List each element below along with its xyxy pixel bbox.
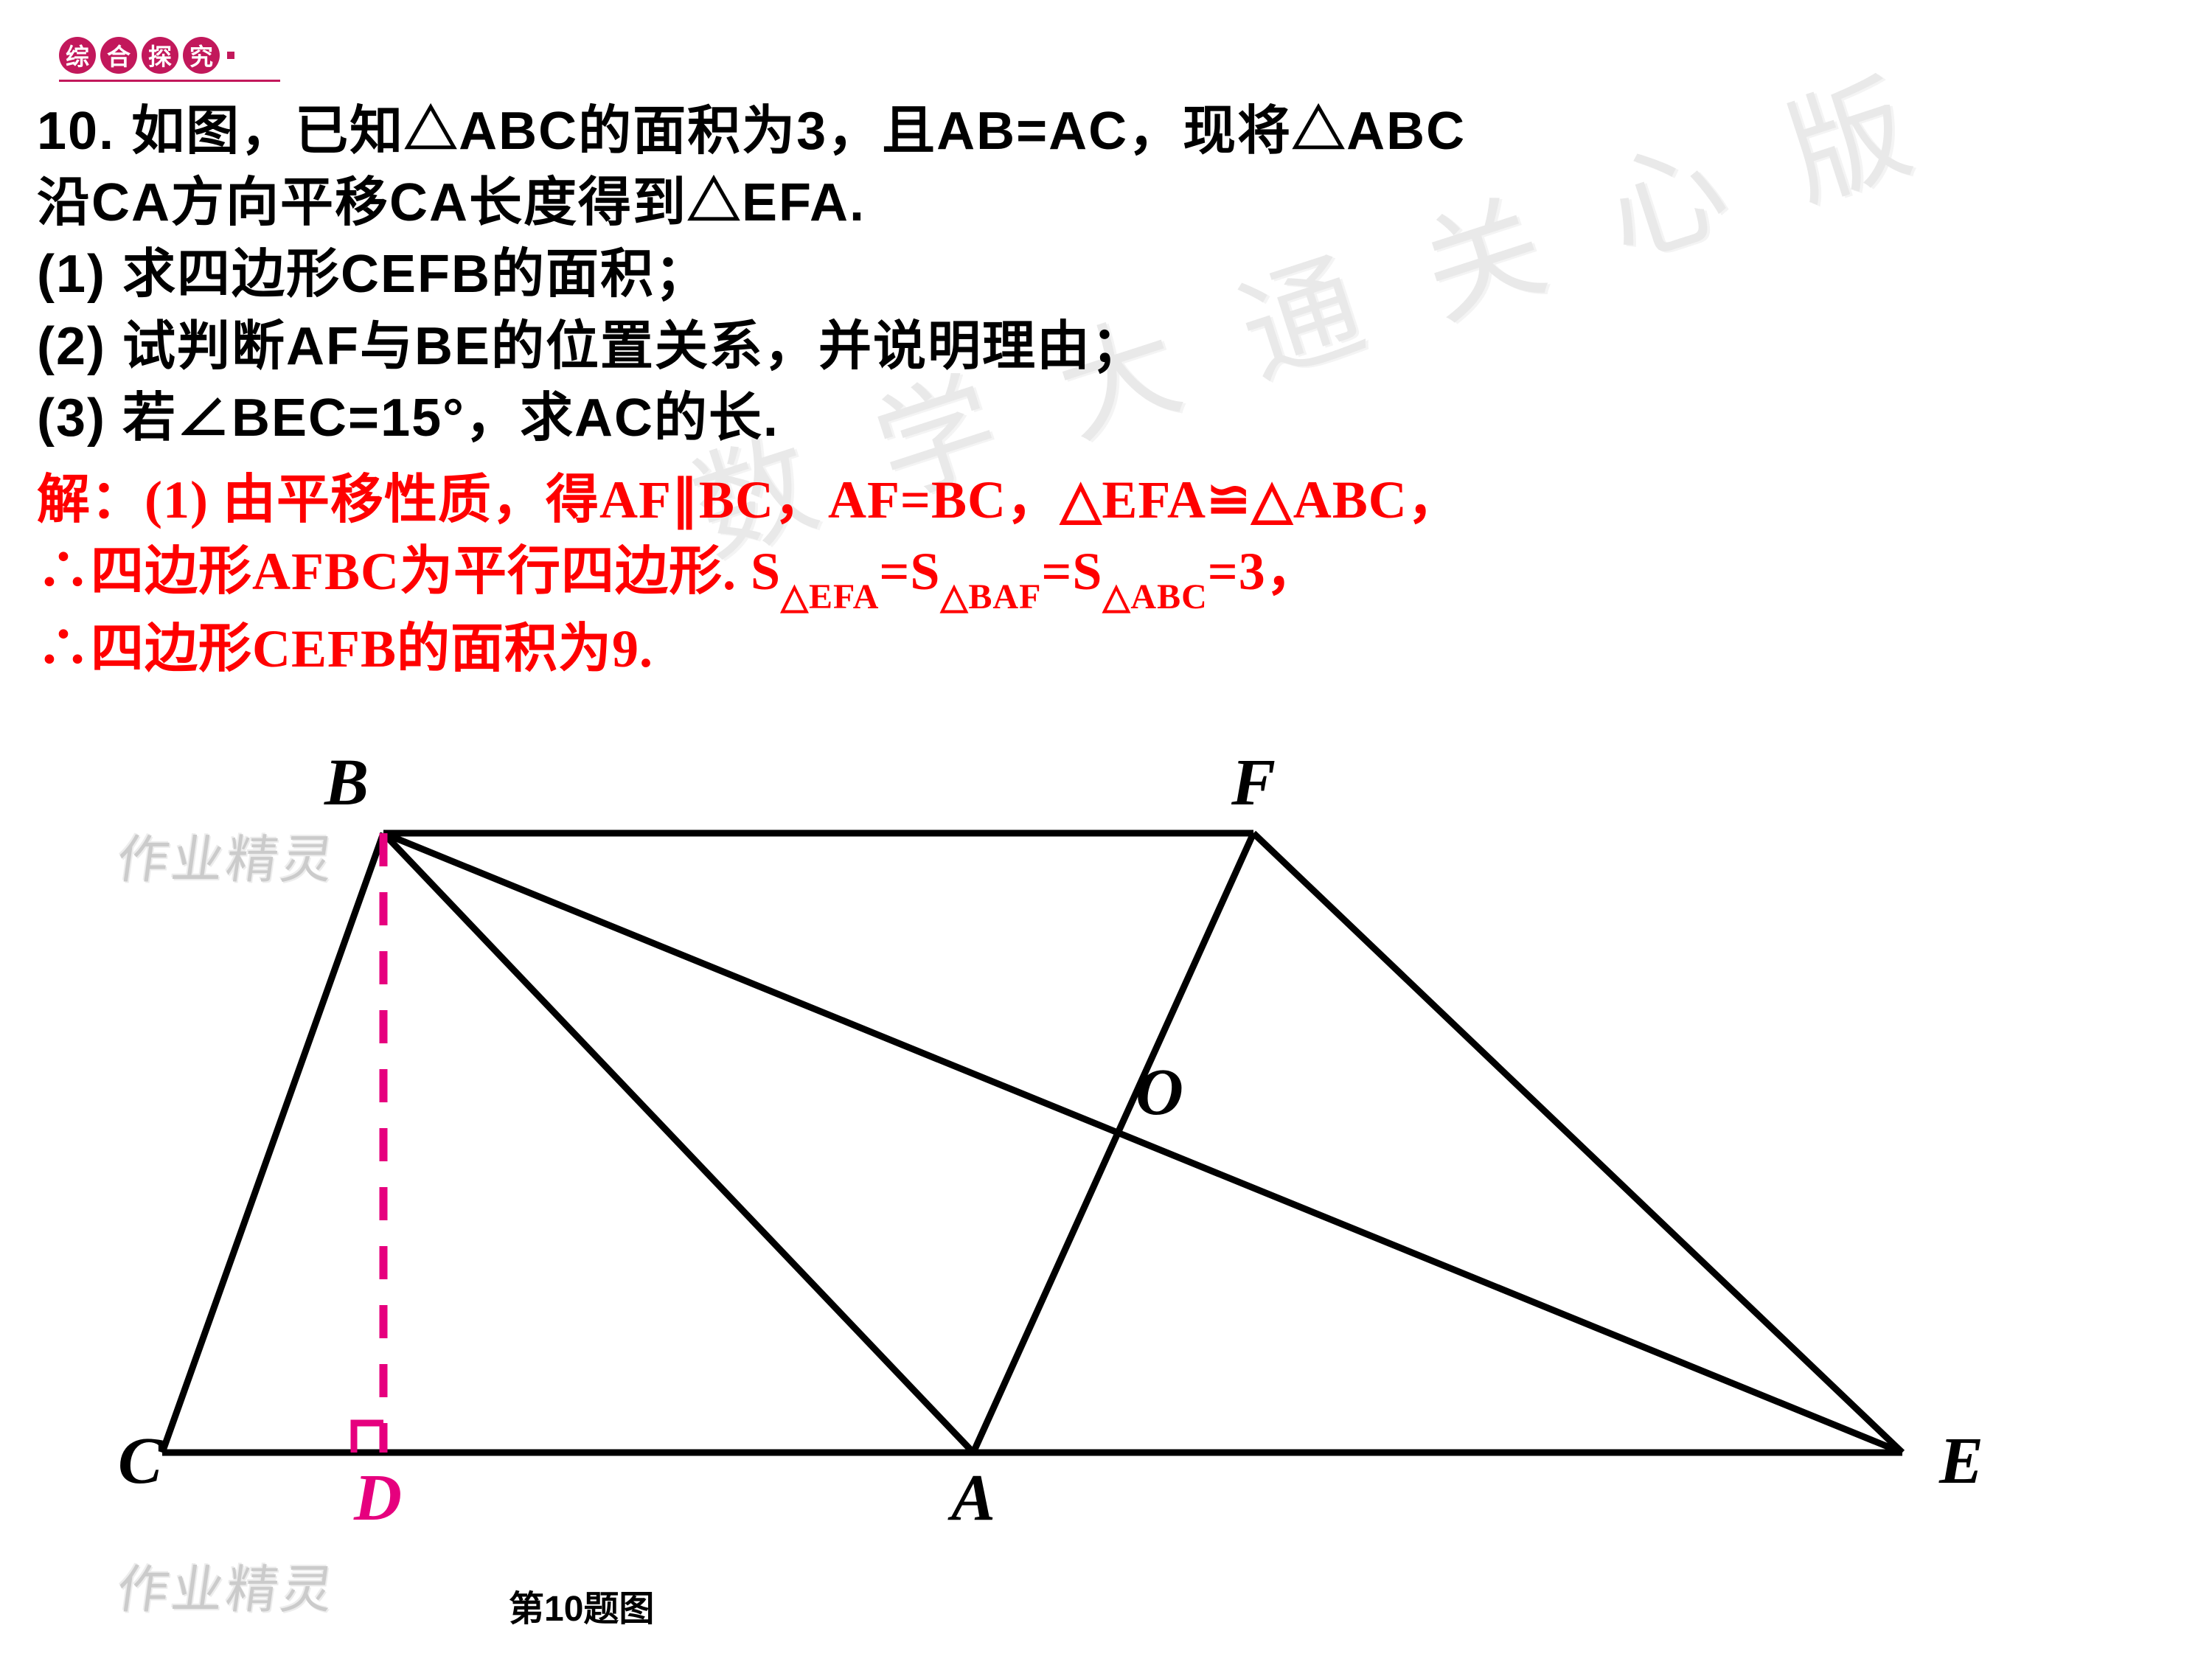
watermark-2: 作业精灵 bbox=[113, 1548, 341, 1623]
sol-sub3: △ABC bbox=[1102, 577, 1207, 616]
label-A: A bbox=[951, 1460, 995, 1536]
sol-sub2: △BAF bbox=[940, 577, 1041, 616]
label-E: E bbox=[1939, 1423, 1983, 1499]
sol-end: =3， bbox=[1208, 542, 1320, 601]
sol-eq2: =S bbox=[1041, 542, 1102, 601]
right-angle-D bbox=[354, 1423, 383, 1453]
label-B: B bbox=[324, 745, 369, 821]
sol-eq1: =S bbox=[879, 542, 940, 601]
line-BA bbox=[383, 833, 973, 1453]
geometry-diagram: B F C D A E O bbox=[103, 737, 2094, 1548]
badge-char-2: 合 bbox=[100, 37, 137, 74]
badge-underline bbox=[59, 80, 280, 82]
watermark-1: 作业精灵 bbox=[113, 818, 341, 893]
problem-q3: (3) 若∠BEC=15°，求AC的长. bbox=[37, 383, 2175, 454]
line-BC bbox=[162, 833, 383, 1453]
solution-line2: ∴四边形AFBC为平行四边形. S△EFA=S△BAF=S△ABC=3， bbox=[37, 536, 2175, 613]
problem-line2: 沿CA方向平移CA长度得到△EFA. bbox=[37, 167, 2175, 239]
line-EF bbox=[1253, 833, 1902, 1453]
section-badge: 综 合 探 究 bbox=[59, 37, 234, 74]
label-F: F bbox=[1231, 745, 1276, 821]
line-AF bbox=[973, 833, 1253, 1453]
problem-q2: (2) 试判断AF与BE的位置关系，并说明理由； bbox=[37, 311, 2175, 383]
solution-line3: ∴四边形CEFB的面积为9. bbox=[37, 613, 2175, 685]
label-D: D bbox=[354, 1460, 402, 1536]
badge-tail bbox=[227, 52, 234, 59]
label-O: O bbox=[1135, 1054, 1183, 1130]
problem-q1: (1) 求四边形CEFB的面积； bbox=[37, 239, 2175, 310]
sol-sub1: △EFA bbox=[781, 577, 879, 616]
figure-caption: 第10题图 bbox=[509, 1579, 654, 1631]
label-C: C bbox=[118, 1423, 162, 1499]
solution-line1: 解：(1) 由平移性质，得AF∥BC，AF=BC，△EFA≌△ABC， bbox=[37, 465, 2175, 536]
badge-char-4: 究 bbox=[183, 37, 220, 74]
solution-text: 解：(1) 由平移性质，得AF∥BC，AF=BC，△EFA≌△ABC， ∴四边形… bbox=[37, 465, 2175, 686]
badge-char-3: 探 bbox=[142, 37, 178, 74]
problem-text: 10. 如图，已知△ABC的面积为3，且AB=AC，现将△ABC 沿CA方向平移… bbox=[37, 96, 2175, 454]
problem-line1: 10. 如图，已知△ABC的面积为3，且AB=AC，现将△ABC bbox=[37, 96, 2175, 167]
badge-char-1: 综 bbox=[59, 37, 96, 74]
line-BE bbox=[383, 833, 1902, 1453]
sol-l2-a: ∴四边形AFBC为平行四边形. S bbox=[37, 542, 781, 601]
diagram-svg bbox=[103, 737, 2094, 1548]
